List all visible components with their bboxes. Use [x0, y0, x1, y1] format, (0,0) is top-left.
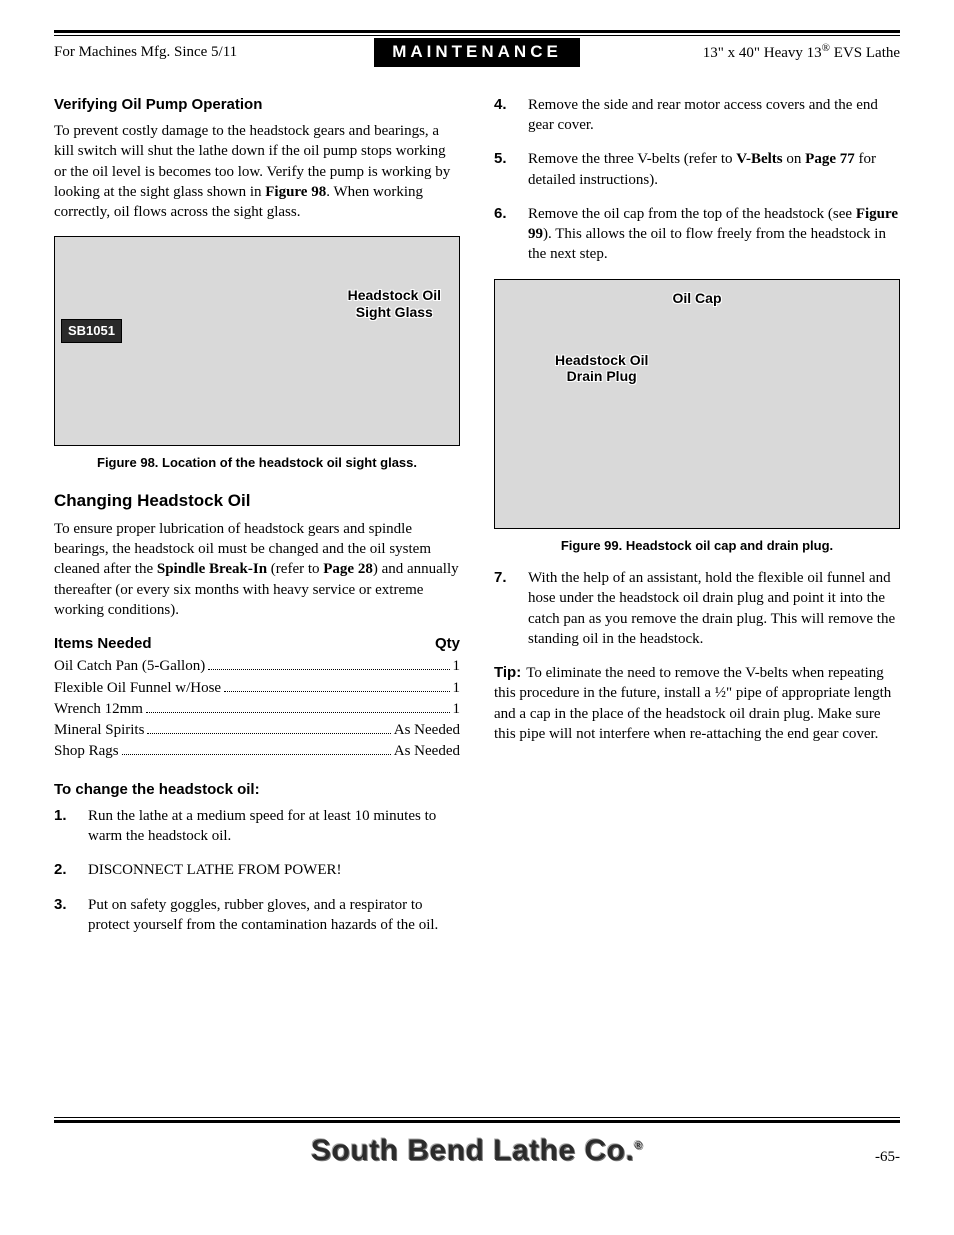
fig98-callout-line2: Sight Glass — [356, 304, 433, 320]
step-item: 6. Remove the oil cap from the top of th… — [494, 204, 900, 265]
changing-paragraph: To ensure proper lubrication of headstoc… — [54, 519, 460, 620]
item-qty: 1 — [453, 656, 461, 676]
figure-98-caption: Figure 98. Location of the headstock oil… — [54, 454, 460, 472]
tip-label: Tip: — [494, 664, 521, 681]
step-number: 5. — [494, 149, 528, 190]
tip-body: Tip:To eliminate the need to remove the … — [494, 663, 900, 744]
step5-b: V-Belts — [736, 151, 782, 167]
item-qty: As Needed — [394, 741, 460, 761]
brand-reg: ® — [634, 1140, 643, 1152]
step-item: 7. With the help of an assistant, hold t… — [494, 568, 900, 649]
right-column: 4. Remove the side and rear motor access… — [494, 95, 900, 1115]
step-item: 5. Remove the three V-belts (refer to V-… — [494, 149, 900, 190]
content-columns: Verifying Oil Pump Operation To prevent … — [54, 95, 900, 1115]
step5-a: Remove the three V-belts (refer to — [528, 151, 736, 167]
item-name: Shop Rags — [54, 741, 119, 761]
footer-thick-rule — [54, 1120, 900, 1123]
leader-dots — [208, 669, 449, 670]
changing-c: (refer to — [267, 561, 323, 577]
fig99-oilcap-label: Oil Cap — [672, 290, 721, 307]
step-text: Remove the three V-belts (refer to V-Bel… — [528, 149, 900, 190]
step-item: 1. Run the lathe at a medium speed for a… — [54, 806, 460, 847]
header-top-rule — [54, 30, 900, 33]
header-right-suffix: EVS Lathe — [830, 45, 900, 61]
item-name: Wrench 12mm — [54, 699, 143, 719]
registered-mark: ® — [822, 42, 830, 54]
tip-text: To eliminate the need to remove the V-be… — [494, 665, 891, 742]
right-steps-list: 4. Remove the side and rear motor access… — [494, 95, 900, 265]
step-item: 4. Remove the side and rear motor access… — [494, 95, 900, 136]
items-needed-label: Items Needed — [54, 634, 152, 654]
page-footer: South Bend Lathe Co.® -65- — [54, 1131, 900, 1172]
fig99-drain-line1: Headstock Oil — [555, 352, 648, 368]
changing-d: Page 28 — [323, 561, 373, 577]
changing-b: Spindle Break-In — [157, 561, 267, 577]
figure-99-caption: Figure 99. Headstock oil cap and drain p… — [494, 537, 900, 555]
header-section-title: MAINTENANCE — [374, 38, 580, 67]
step-text: Put on safety goggles, rubber gloves, an… — [88, 895, 460, 936]
figure-98: SB1051 Headstock Oil Sight Glass — [54, 236, 460, 446]
step-text: Run the lathe at a medium speed for at l… — [88, 806, 460, 847]
step-text: DISCONNECT LATHE FROM POWER! — [88, 860, 460, 880]
step6-a: Remove the oil cap from the top of the h… — [528, 206, 856, 222]
item-row: Oil Catch Pan (5-Gallon) 1 — [54, 656, 460, 676]
step-number: 4. — [494, 95, 528, 136]
header-left: For Machines Mfg. Since 5/11 — [54, 42, 374, 62]
step5-c: on — [783, 151, 806, 167]
qty-label: Qty — [435, 634, 460, 654]
verify-heading: Verifying Oil Pump Operation — [54, 95, 460, 115]
tip-block: Tip:To eliminate the need to remove the … — [494, 663, 900, 744]
figure-99: Oil Cap Headstock Oil Drain Plug — [494, 279, 900, 529]
step-number: 6. — [494, 204, 528, 265]
items-header: Items Needed Qty — [54, 634, 460, 654]
step-item: 2. DISCONNECT LATHE FROM POWER! — [54, 860, 460, 880]
fig98-callout-line1: Headstock Oil — [348, 287, 441, 303]
step-number: 3. — [54, 895, 88, 936]
fig99-drain-line2: Drain Plug — [567, 368, 637, 384]
item-name: Flexible Oil Funnel w/Hose — [54, 678, 221, 698]
header-right-prefix: 13" x 40" Heavy 13 — [703, 45, 822, 61]
fig99-drain-label: Headstock Oil Drain Plug — [555, 352, 648, 386]
brand-text: South Bend Lathe Co. — [311, 1134, 634, 1167]
leader-dots — [147, 733, 390, 734]
right-steps-list-2: 7. With the help of an assistant, hold t… — [494, 568, 900, 649]
verify-paragraph: To prevent costly damage to the headstoc… — [54, 121, 460, 222]
step-text: Remove the oil cap from the top of the h… — [528, 204, 900, 265]
item-qty: 1 — [453, 678, 461, 698]
verify-fig-ref: Figure 98 — [265, 184, 326, 200]
item-name: Oil Catch Pan (5-Gallon) — [54, 656, 205, 676]
item-row: Mineral Spirits As Needed — [54, 720, 460, 740]
step-number: 7. — [494, 568, 528, 649]
item-row: Wrench 12mm 1 — [54, 699, 460, 719]
item-name: Mineral Spirits — [54, 720, 144, 740]
header-right: 13" x 40" Heavy 13® EVS Lathe — [580, 41, 900, 63]
left-column: Verifying Oil Pump Operation To prevent … — [54, 95, 460, 1115]
item-row: Shop Rags As Needed — [54, 741, 460, 761]
step6-c: ). This allows the oil to flow freely fr… — [528, 226, 886, 262]
step-text: Remove the side and rear motor access co… — [528, 95, 900, 136]
item-row: Flexible Oil Funnel w/Hose 1 — [54, 678, 460, 698]
page-number: -65- — [875, 1147, 900, 1167]
page-header: For Machines Mfg. Since 5/11 MAINTENANCE… — [54, 35, 900, 67]
changing-heading: Changing Headstock Oil — [54, 490, 460, 513]
left-steps-list: 1. Run the lathe at a medium speed for a… — [54, 806, 460, 935]
fig98-callout: Headstock Oil Sight Glass — [348, 287, 441, 321]
procedure-heading: To change the headstock oil: — [54, 780, 460, 800]
step5-d: Page 77 — [805, 151, 855, 167]
item-qty: As Needed — [394, 720, 460, 740]
step-text: With the help of an assistant, hold the … — [528, 568, 900, 649]
machine-model-tag: SB1051 — [61, 319, 122, 343]
footer-thin-rule — [54, 1117, 900, 1118]
leader-dots — [122, 754, 391, 755]
leader-dots — [146, 712, 450, 713]
step-number: 2. — [54, 860, 88, 880]
step-number: 1. — [54, 806, 88, 847]
leader-dots — [224, 691, 449, 692]
step-item: 3. Put on safety goggles, rubber gloves,… — [54, 895, 460, 936]
brand-logo: South Bend Lathe Co.® — [311, 1131, 643, 1172]
item-qty: 1 — [453, 699, 461, 719]
